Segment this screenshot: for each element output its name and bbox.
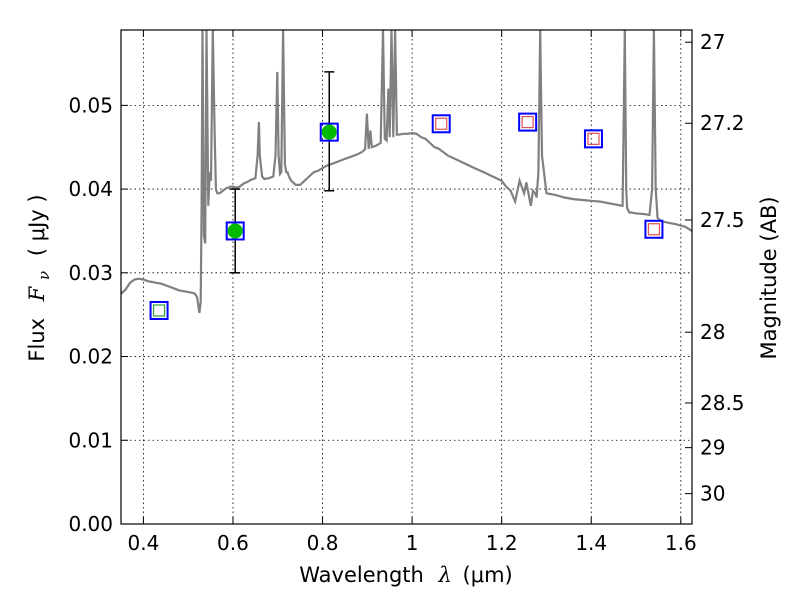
model-band-box	[583, 129, 603, 149]
band-marker	[152, 304, 166, 317]
plot-frame	[120, 29, 693, 525]
y-axis-label-symbol: F	[25, 285, 49, 302]
y-axis-label-subscript: ν	[35, 271, 53, 280]
data-point-H-band	[644, 219, 664, 239]
y2-tick-label: 27	[700, 30, 725, 54]
y2-tick-label: 28.5	[700, 391, 745, 415]
x-axis-label-prefix: Wavelength	[299, 563, 424, 587]
x-tick-label: 1	[406, 531, 419, 555]
y2-axis-label: Magnitude (AB)	[757, 196, 781, 359]
model-band-box	[319, 122, 339, 142]
x-tick-label: 0.6	[217, 531, 249, 555]
x-axis-label-unit: (μm)	[463, 563, 513, 587]
band-marker	[521, 116, 534, 129]
band-marker	[587, 132, 600, 145]
spectrum-line	[121, 30, 692, 314]
model-band-box	[644, 219, 664, 239]
x-axis-label-symbol: λ	[438, 563, 452, 587]
y-tick-label: 0.00	[68, 512, 113, 536]
data-point-r-band	[225, 188, 245, 274]
x-tick-label: 1.4	[575, 531, 607, 555]
y2-tick-label: 30	[700, 482, 725, 506]
y-axis-label: Flux F ν ( μJy )	[25, 194, 54, 361]
observed-point	[321, 124, 337, 140]
axis-ticks: 0.4 0.6 0.8 1 1.2 1.4 1.6 0.00 0.01 0.02 0.03 0.04 0…	[68, 30, 745, 555]
y2-tick-label: 27.2	[700, 111, 745, 135]
data-point-JH-band	[583, 129, 603, 149]
observed-point	[227, 223, 243, 239]
y-tick-label: 0.03	[68, 261, 113, 285]
data-point-Y-band	[431, 114, 451, 134]
x-axis-label: Wavelength λ (μm)	[299, 563, 512, 587]
y-axis-label-prefix: Flux	[25, 318, 49, 362]
x-tick-label: 0.8	[307, 531, 339, 555]
x-tick-label: 0.4	[127, 531, 159, 555]
photometry-points	[149, 71, 664, 320]
x-tick-label: 1.2	[486, 531, 518, 555]
model-band-box	[225, 221, 245, 241]
x-tick-label: 1.6	[665, 531, 697, 555]
band-marker	[647, 223, 661, 236]
data-point-g-band	[149, 300, 169, 320]
y2-tick-label: 28	[700, 320, 725, 344]
y-tick-label: 0.02	[68, 345, 113, 369]
data-point-J-band	[518, 112, 538, 132]
y-tick-label: 0.04	[68, 177, 113, 201]
y-tick-label: 0.01	[68, 428, 113, 452]
y-tick-label: 0.05	[68, 93, 113, 117]
data-point-i-band	[319, 71, 339, 192]
y2-tick-label: 27.5	[700, 208, 745, 232]
y2-tick-label: 29	[700, 436, 725, 460]
model-band-box	[149, 300, 169, 320]
model-band-box	[431, 114, 451, 134]
y-axis-label-unit: ( μJy )	[25, 194, 49, 256]
model-spectrum	[121, 30, 692, 314]
band-marker	[435, 117, 448, 130]
model-band-box	[518, 112, 538, 132]
